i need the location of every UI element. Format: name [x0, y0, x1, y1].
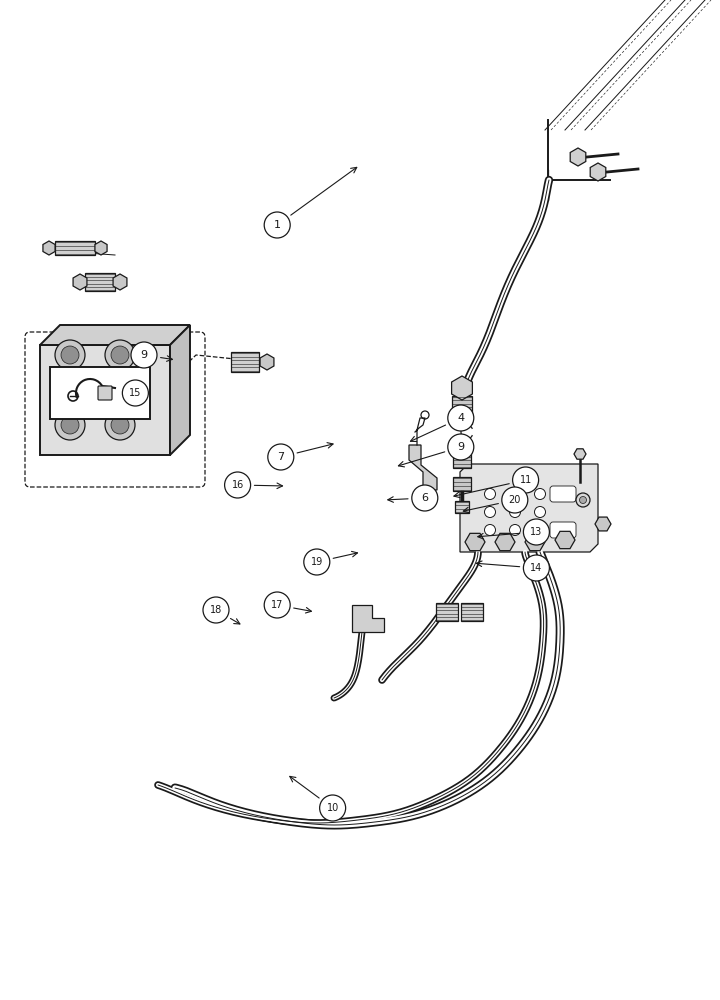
FancyBboxPatch shape: [453, 446, 471, 468]
Circle shape: [320, 795, 346, 821]
Polygon shape: [574, 449, 586, 459]
Circle shape: [510, 488, 521, 499]
Polygon shape: [113, 274, 127, 290]
Circle shape: [203, 597, 229, 623]
Circle shape: [225, 472, 251, 498]
Circle shape: [513, 467, 539, 493]
Polygon shape: [460, 464, 598, 552]
Circle shape: [61, 381, 79, 399]
Text: 4: 4: [457, 413, 464, 423]
FancyBboxPatch shape: [452, 396, 472, 424]
Polygon shape: [409, 445, 437, 490]
Text: 9: 9: [457, 442, 464, 452]
Polygon shape: [590, 163, 606, 181]
Circle shape: [534, 488, 546, 499]
Text: 17: 17: [271, 600, 284, 610]
Circle shape: [131, 342, 157, 368]
Circle shape: [412, 485, 438, 511]
Text: 14: 14: [530, 563, 543, 573]
Circle shape: [485, 506, 495, 518]
FancyBboxPatch shape: [455, 501, 469, 513]
Circle shape: [510, 506, 521, 518]
Circle shape: [485, 488, 495, 499]
FancyBboxPatch shape: [55, 241, 95, 255]
FancyBboxPatch shape: [550, 486, 576, 502]
Bar: [50, 367, 150, 419]
Circle shape: [523, 519, 549, 545]
Circle shape: [55, 410, 85, 440]
Text: 10: 10: [326, 803, 339, 813]
Text: 9: 9: [140, 350, 148, 360]
Circle shape: [502, 487, 528, 513]
FancyBboxPatch shape: [231, 352, 259, 372]
Circle shape: [105, 375, 135, 405]
Circle shape: [534, 506, 546, 518]
Polygon shape: [95, 241, 107, 255]
Text: 1: 1: [274, 220, 281, 230]
Circle shape: [61, 346, 79, 364]
Text: 18: 18: [210, 605, 222, 615]
Circle shape: [61, 416, 79, 434]
Polygon shape: [260, 354, 274, 370]
Circle shape: [268, 444, 294, 470]
Polygon shape: [555, 531, 575, 549]
Polygon shape: [525, 533, 545, 551]
FancyBboxPatch shape: [453, 477, 471, 491]
Circle shape: [55, 375, 85, 405]
Polygon shape: [170, 325, 190, 455]
Polygon shape: [43, 241, 55, 255]
Circle shape: [304, 549, 330, 575]
FancyBboxPatch shape: [550, 522, 576, 538]
Circle shape: [55, 340, 85, 370]
Text: 20: 20: [508, 495, 521, 505]
Text: 11: 11: [519, 475, 532, 485]
Text: 15: 15: [129, 388, 142, 398]
Text: 6: 6: [421, 493, 428, 503]
Circle shape: [523, 555, 549, 581]
Polygon shape: [465, 533, 485, 551]
FancyBboxPatch shape: [98, 386, 112, 400]
Circle shape: [264, 212, 290, 238]
Polygon shape: [570, 148, 586, 166]
Circle shape: [105, 340, 135, 370]
Polygon shape: [352, 605, 384, 632]
Circle shape: [122, 380, 148, 406]
Circle shape: [576, 493, 590, 507]
Text: 7: 7: [277, 452, 284, 462]
Polygon shape: [595, 517, 611, 531]
Text: 13: 13: [530, 527, 543, 537]
Circle shape: [510, 524, 521, 536]
Text: 19: 19: [310, 557, 323, 567]
Polygon shape: [73, 274, 87, 290]
Circle shape: [448, 434, 474, 460]
Circle shape: [485, 524, 495, 536]
FancyBboxPatch shape: [436, 603, 458, 621]
Polygon shape: [495, 533, 515, 551]
Circle shape: [111, 381, 129, 399]
Circle shape: [448, 405, 474, 431]
Bar: [40, 345, 170, 455]
FancyBboxPatch shape: [85, 273, 115, 291]
Circle shape: [264, 592, 290, 618]
Circle shape: [105, 410, 135, 440]
Circle shape: [111, 346, 129, 364]
FancyBboxPatch shape: [461, 603, 483, 621]
Polygon shape: [451, 376, 472, 400]
Text: 16: 16: [231, 480, 244, 490]
Circle shape: [534, 524, 546, 536]
Circle shape: [111, 416, 129, 434]
Circle shape: [580, 496, 587, 504]
Polygon shape: [40, 325, 190, 345]
